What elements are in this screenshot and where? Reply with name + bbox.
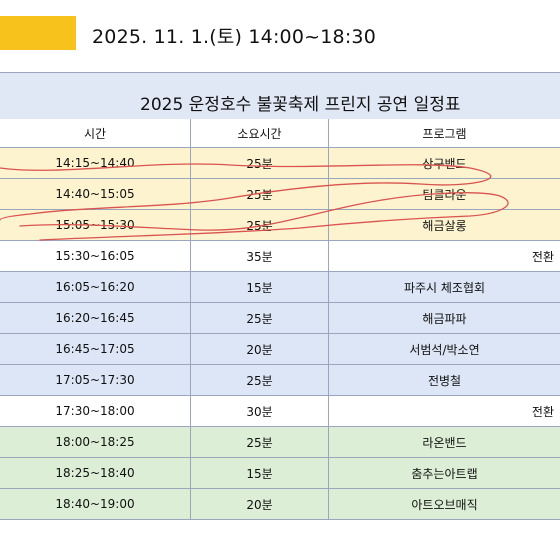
event-date-time: 2025. 11. 1.(토) 14:00~18:30 bbox=[92, 26, 376, 48]
row-program: 아트오브매직 bbox=[328, 489, 560, 519]
row-duration: 25분 bbox=[190, 365, 328, 395]
row-time: 18:00~18:25 bbox=[55, 435, 135, 449]
row-time: 18:40~19:00 bbox=[55, 497, 135, 511]
table-row: 17:30~18:00 30분 전환 bbox=[0, 396, 560, 427]
row-duration: 25분 bbox=[190, 179, 328, 209]
row-duration: 20분 bbox=[190, 489, 328, 519]
row-time: 17:30~18:00 bbox=[55, 404, 135, 418]
row-duration: 15분 bbox=[190, 458, 328, 488]
row-time: 16:20~16:45 bbox=[55, 311, 135, 325]
table-row: 16:45~17:05 20분 서범석/박소연 bbox=[0, 334, 560, 365]
row-program: 전환 bbox=[328, 241, 560, 271]
row-time: 16:45~17:05 bbox=[55, 342, 135, 356]
row-time: 18:25~18:40 bbox=[55, 466, 135, 480]
table-row: 16:05~16:20 15분 파주시 체조협회 bbox=[0, 272, 560, 303]
table-row: 14:40~15:05 25분 팀클라운 bbox=[0, 179, 560, 210]
row-time: 14:40~15:05 bbox=[55, 187, 135, 201]
row-program: 라온밴드 bbox=[328, 427, 560, 457]
row-program: 전병철 bbox=[328, 365, 560, 395]
row-program: 파주시 체조협회 bbox=[328, 272, 560, 302]
row-program: 상구밴드 bbox=[328, 148, 560, 178]
header-program: 프로그램 bbox=[328, 119, 560, 147]
row-time: 15:30~16:05 bbox=[55, 249, 135, 263]
row-program: 해금파파 bbox=[328, 303, 560, 333]
table-row: 15:30~16:05 35분 전환 bbox=[0, 241, 560, 272]
table-header-row: 시간 소요시간 프로그램 bbox=[0, 119, 560, 148]
row-duration: 30분 bbox=[190, 396, 328, 426]
row-duration: 25분 bbox=[190, 303, 328, 333]
yellow-tab-marker bbox=[0, 16, 76, 50]
table-row: 15:05~15:30 25분 해금살롱 bbox=[0, 210, 560, 241]
row-time: 16:05~16:20 bbox=[55, 280, 135, 294]
table-row: 18:25~18:40 15분 춤추는아트랩 bbox=[0, 458, 560, 489]
row-program: 춤추는아트랩 bbox=[328, 458, 560, 488]
table-row: 18:40~19:00 20분 아트오브매직 bbox=[0, 489, 560, 520]
row-duration: 20분 bbox=[190, 334, 328, 364]
header-duration: 소요시간 bbox=[190, 119, 328, 147]
row-duration: 25분 bbox=[190, 427, 328, 457]
row-duration: 15분 bbox=[190, 272, 328, 302]
table-title-row: 2025 운정호수 불꽃축제 프린지 공연 일정표 bbox=[0, 72, 560, 120]
row-duration: 25분 bbox=[190, 210, 328, 240]
table-row: 14:15~14:40 25분 상구밴드 bbox=[0, 148, 560, 179]
table-row: 17:05~17:30 25분 전병철 bbox=[0, 365, 560, 396]
table-title: 2025 운정호수 불꽃축제 프린지 공연 일정표 bbox=[140, 95, 461, 115]
row-time: 15:05~15:30 bbox=[55, 218, 135, 232]
row-time: 17:05~17:30 bbox=[55, 373, 135, 387]
table-row: 18:00~18:25 25분 라온밴드 bbox=[0, 427, 560, 458]
row-program: 해금살롱 bbox=[328, 210, 560, 240]
row-program: 전환 bbox=[328, 396, 560, 426]
header-time: 시간 bbox=[83, 126, 107, 141]
row-program: 팀클라운 bbox=[328, 179, 560, 209]
row-duration: 35분 bbox=[190, 241, 328, 271]
row-time: 14:15~14:40 bbox=[55, 156, 135, 170]
table-row: 16:20~16:45 25분 해금파파 bbox=[0, 303, 560, 334]
row-duration: 25분 bbox=[190, 148, 328, 178]
schedule-table: 2025 운정호수 불꽃축제 프린지 공연 일정표 시간 소요시간 프로그램 1… bbox=[0, 72, 560, 560]
row-program: 서범석/박소연 bbox=[328, 334, 560, 364]
